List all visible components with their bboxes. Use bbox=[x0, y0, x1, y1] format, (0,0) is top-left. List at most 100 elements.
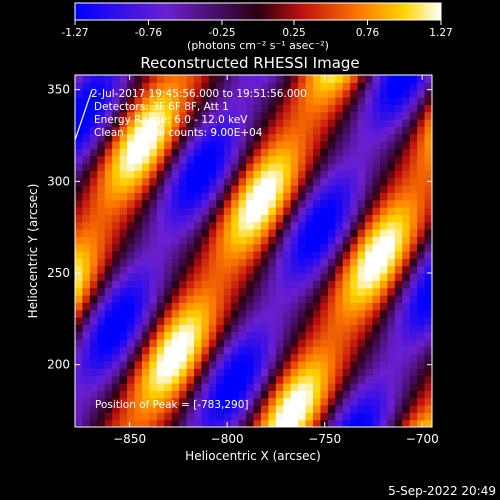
heatmap-cell bbox=[320, 97, 329, 105]
heatmap-cell bbox=[268, 133, 277, 142]
heatmap-cell bbox=[194, 185, 203, 193]
heatmap-cell bbox=[97, 104, 106, 113]
heatmap-cell bbox=[253, 405, 262, 413]
heatmap-cell bbox=[357, 133, 366, 142]
heatmap-cell bbox=[141, 214, 150, 223]
heatmap-cell bbox=[357, 89, 366, 98]
heatmap-cell bbox=[82, 287, 91, 296]
heatmap-cell bbox=[327, 119, 336, 127]
heatmap-cell bbox=[298, 280, 307, 289]
heatmap-cell bbox=[275, 309, 284, 318]
heatmap-cell bbox=[342, 251, 351, 259]
heatmap-cell bbox=[424, 375, 432, 384]
heatmap-cell bbox=[313, 229, 322, 237]
heatmap-cell bbox=[119, 89, 128, 98]
heatmap-cell bbox=[156, 280, 165, 289]
heatmap-cell bbox=[365, 287, 374, 296]
heatmap-cell bbox=[290, 353, 299, 362]
heatmap-cell bbox=[379, 148, 388, 157]
heatmap-cell bbox=[409, 148, 418, 157]
heatmap-cell bbox=[357, 148, 366, 157]
heatmap-cell bbox=[82, 133, 91, 142]
heatmap-cell bbox=[365, 207, 374, 215]
heatmap-cell bbox=[290, 192, 299, 201]
heatmap-cell bbox=[194, 229, 203, 237]
heatmap-cell bbox=[313, 280, 322, 289]
heatmap-cell bbox=[417, 148, 426, 157]
heatmap-cell bbox=[320, 309, 329, 318]
heatmap-cell bbox=[179, 361, 188, 369]
heatmap-cell bbox=[313, 155, 322, 164]
heatmap-cell bbox=[424, 302, 432, 311]
heatmap-cell bbox=[238, 251, 247, 259]
heatmap-cell bbox=[253, 97, 262, 105]
heatmap-cell bbox=[327, 177, 336, 186]
heatmap-cell bbox=[335, 141, 344, 149]
heatmap-cell bbox=[275, 126, 284, 135]
heatmap-cell bbox=[335, 405, 344, 413]
heatmap-cell bbox=[231, 221, 240, 230]
heatmap-cell bbox=[112, 309, 121, 318]
heatmap-cell bbox=[379, 302, 388, 311]
heatmap-cell bbox=[379, 324, 388, 333]
colorbar-ticks: -1.27 -0.76 -0.25 0.25 0.76 1.27 bbox=[61, 20, 453, 39]
heatmap-cell bbox=[231, 397, 240, 406]
heatmap-cell bbox=[283, 243, 292, 252]
heatmap-cell bbox=[298, 177, 307, 186]
heatmap-cell bbox=[97, 390, 106, 399]
heatmap-cell bbox=[379, 397, 388, 406]
heatmap-cell bbox=[298, 390, 307, 399]
colorbar-tick-label: 0.76 bbox=[356, 27, 380, 39]
heatmap-cell bbox=[342, 375, 351, 384]
heatmap-cell bbox=[387, 236, 396, 245]
heatmap-cell bbox=[342, 273, 351, 281]
heatmap-cell bbox=[409, 361, 418, 369]
heatmap-cell bbox=[417, 405, 426, 413]
heatmap-cell bbox=[327, 317, 336, 325]
heatmap-cell bbox=[179, 419, 188, 427]
heatmap-cell bbox=[194, 133, 203, 142]
heatmap-cell bbox=[149, 412, 158, 421]
heatmap-cell bbox=[268, 412, 277, 421]
heatmap-cell bbox=[394, 361, 403, 369]
heatmap-cell bbox=[127, 199, 136, 208]
heatmap-cell bbox=[394, 126, 403, 135]
heatmap-cell bbox=[156, 119, 165, 127]
heatmap-cell bbox=[156, 214, 165, 223]
heatmap-cell bbox=[164, 361, 173, 369]
heatmap-cell bbox=[223, 229, 232, 237]
heatmap-cell bbox=[253, 185, 262, 193]
heatmap-cell bbox=[313, 324, 322, 333]
heatmap-cell bbox=[335, 353, 344, 362]
heatmap-cell bbox=[357, 155, 366, 164]
heatmap-cell bbox=[216, 302, 225, 311]
heatmap-cell bbox=[260, 75, 269, 83]
heatmap-cell bbox=[387, 141, 396, 149]
heatmap-cell bbox=[320, 280, 329, 289]
heatmap-cell bbox=[112, 104, 121, 113]
heatmap-cell bbox=[164, 236, 173, 245]
heatmap-cell bbox=[171, 339, 180, 347]
heatmap-cell bbox=[275, 339, 284, 347]
heatmap-cell bbox=[231, 170, 240, 179]
heatmap-cell bbox=[365, 82, 374, 91]
heatmap-cell bbox=[149, 236, 158, 245]
heatmap-cell bbox=[134, 368, 143, 377]
heatmap-cell bbox=[186, 75, 195, 83]
heatmap-cell bbox=[141, 133, 150, 142]
heatmap-cell bbox=[379, 405, 388, 413]
heatmap-cell bbox=[223, 119, 232, 127]
heatmap-cell bbox=[186, 221, 195, 230]
heatmap-cell bbox=[194, 104, 203, 113]
heatmap-cell bbox=[417, 126, 426, 135]
heatmap-cell bbox=[119, 207, 128, 215]
heatmap-cell bbox=[402, 155, 411, 164]
heatmap-cell bbox=[402, 97, 411, 105]
heatmap-cell bbox=[260, 163, 269, 171]
heatmap-cell bbox=[387, 177, 396, 186]
heatmap-cell bbox=[327, 170, 336, 179]
heatmap-cell bbox=[179, 221, 188, 230]
heatmap-cell bbox=[365, 361, 374, 369]
heatmap-cell bbox=[283, 82, 292, 91]
heatmap-cell bbox=[149, 221, 158, 230]
